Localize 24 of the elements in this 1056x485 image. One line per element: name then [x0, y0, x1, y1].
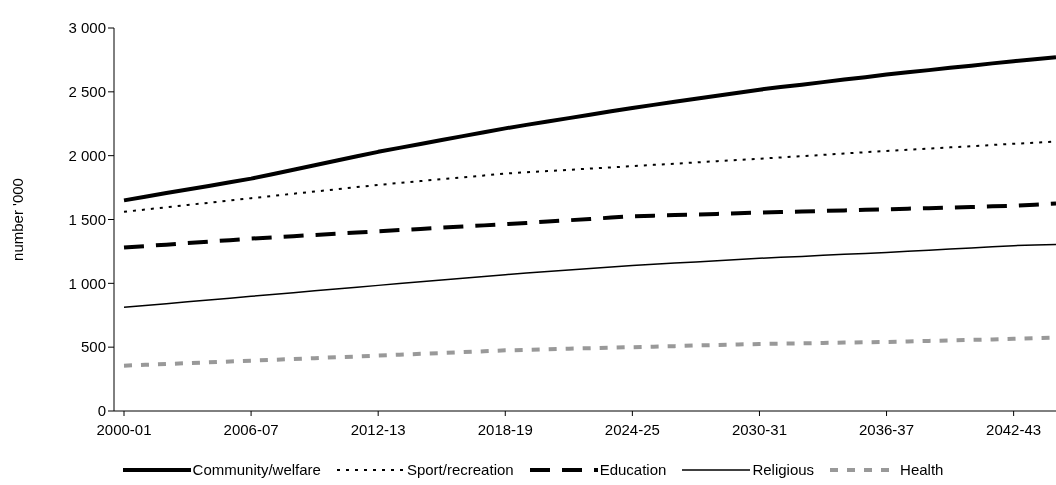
legend-label: Community/welfare [191, 461, 321, 478]
legend-label: Religious [751, 461, 815, 478]
y-tick-label: 1 500 [68, 210, 106, 228]
line-series [122, 201, 1056, 250]
y-tick-label: 1 000 [68, 274, 106, 292]
legend-label: Sport/recreation [405, 461, 514, 478]
x-tick-label: 2000-01 [96, 421, 152, 438]
x-tick-label: 2030-31 [731, 421, 787, 438]
y-tick-label: 0 [97, 402, 106, 420]
legend-label: Education [598, 461, 667, 478]
x-tick-label: 2036-37 [859, 421, 915, 438]
x-tick-label: 2018-19 [477, 421, 533, 438]
y-tick-label: 3 000 [68, 19, 106, 37]
y-tick-label: 2 500 [68, 83, 106, 101]
y-tick-label: 2 000 [68, 146, 106, 164]
line-series [123, 243, 1056, 308]
line-series [122, 55, 1056, 203]
x-tick-label: 2024-25 [604, 421, 660, 438]
y-axis-title: number '000 [9, 178, 27, 261]
x-tick-label: 2012-13 [350, 421, 406, 438]
x-tick-label: 2006-07 [223, 421, 279, 438]
x-tick-label: 2042-43 [986, 421, 1042, 438]
legend-label: Health [899, 461, 944, 478]
y-tick-label: 500 [80, 338, 106, 356]
